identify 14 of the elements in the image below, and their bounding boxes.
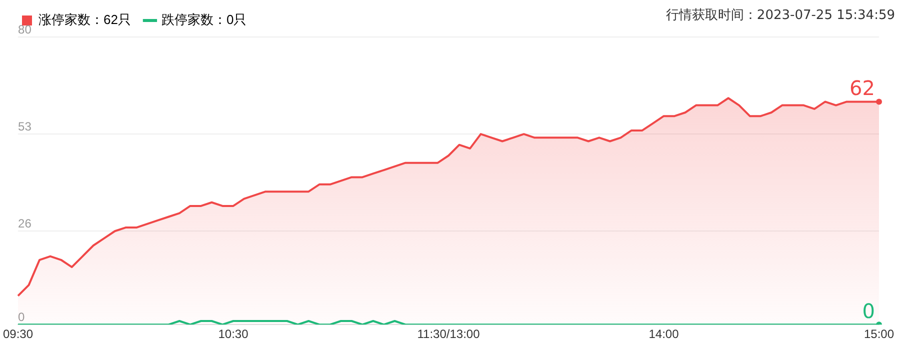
y-tick-label: 0 [18,310,26,324]
y-tick-label: 53 [18,119,32,134]
legend-label: 跌停家数：0只 [161,12,247,28]
text: 行情获取时间：2023-07-25 15:34:59 [666,7,895,24]
x-tick-label: 10:30 [218,327,249,342]
y-tick-label: 80 [18,22,32,36]
legend-label: 涨停家数：62只 [38,12,131,28]
data-label: 0 [862,298,875,323]
y-tick-label: 26 [18,216,32,230]
x-tick-label: 11:30/13:00 [417,327,480,342]
x-tick-label: 09:30 [3,327,34,342]
x-tick-label: 15:00 [864,327,894,342]
x-tick-label: 14:00 [648,327,680,342]
data-label: 62 [850,76,875,100]
